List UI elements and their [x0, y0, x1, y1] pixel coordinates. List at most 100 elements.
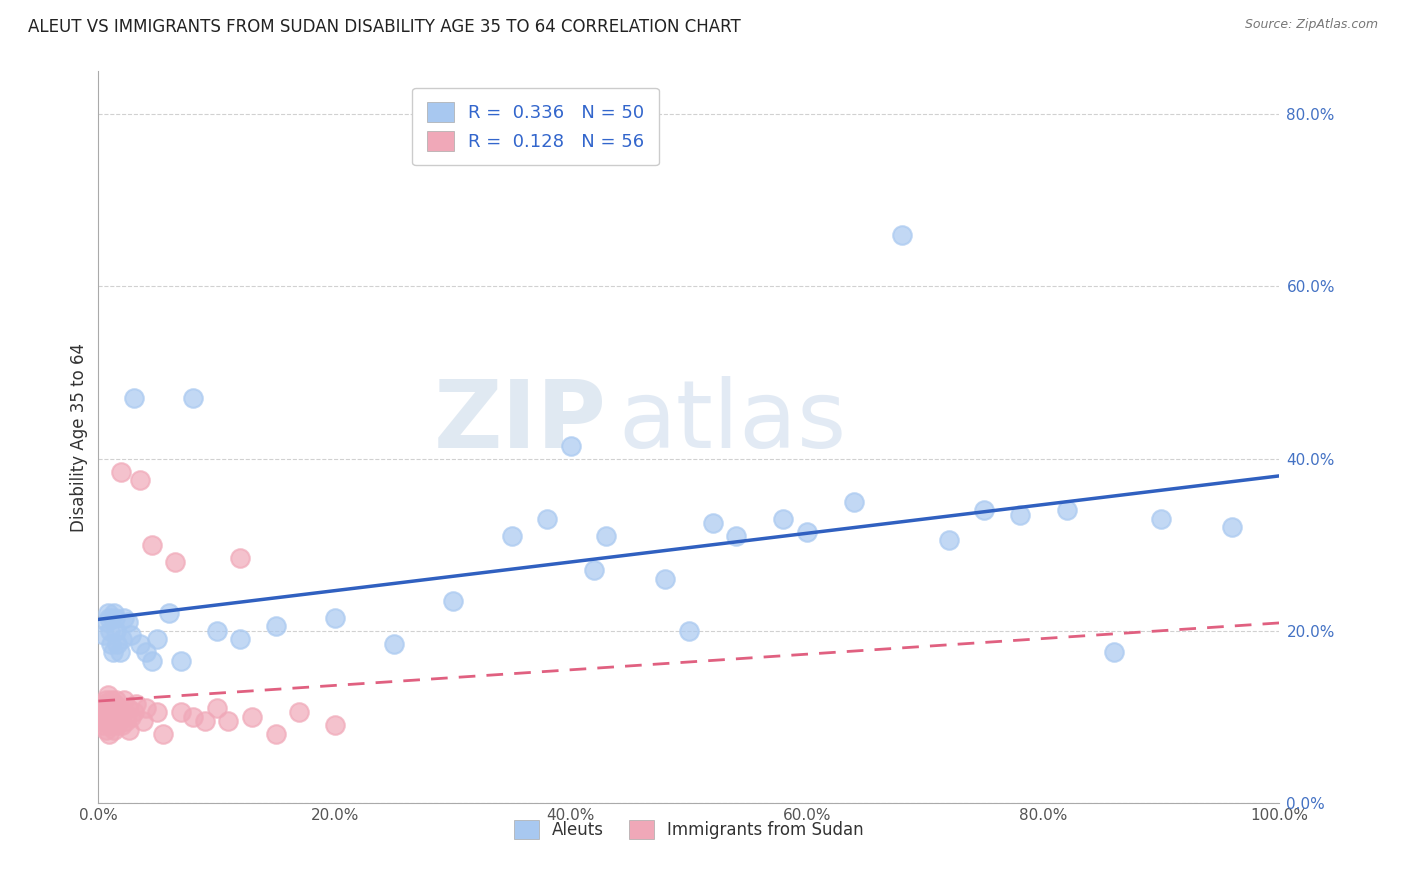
- Point: [110, 465, 132, 479]
- Point: [114, 714, 136, 728]
- Point: [152, 727, 174, 741]
- Point: [108, 710, 131, 724]
- Point: [288, 706, 311, 720]
- Point: [105, 637, 128, 651]
- Point: [217, 714, 239, 728]
- Point: [98, 624, 121, 638]
- Point: [105, 718, 128, 732]
- Point: [205, 701, 228, 715]
- Point: [121, 710, 143, 724]
- Text: Source: ZipAtlas.com: Source: ZipAtlas.com: [1244, 18, 1378, 31]
- Point: [1008, 508, 1031, 522]
- Point: [118, 723, 141, 737]
- Point: [122, 392, 145, 406]
- Point: [98, 697, 121, 711]
- Point: [108, 645, 131, 659]
- Point: [112, 692, 135, 706]
- Point: [96, 706, 118, 720]
- Point: [100, 637, 122, 651]
- Point: [157, 607, 180, 621]
- Point: [229, 550, 252, 565]
- Point: [181, 710, 204, 724]
- Point: [93, 697, 115, 711]
- Text: atlas: atlas: [619, 376, 846, 468]
- Point: [91, 701, 114, 715]
- Point: [125, 697, 148, 711]
- Legend: Aleuts, Immigrants from Sudan: Aleuts, Immigrants from Sudan: [508, 814, 870, 846]
- Point: [112, 611, 135, 625]
- Point: [181, 392, 204, 406]
- Y-axis label: Disability Age 35 to 64: Disability Age 35 to 64: [70, 343, 89, 532]
- Point: [264, 619, 287, 633]
- Point: [107, 701, 129, 715]
- Point: [105, 692, 128, 706]
- Point: [103, 723, 125, 737]
- Point: [103, 607, 125, 621]
- Point: [104, 611, 127, 625]
- Point: [240, 710, 263, 724]
- Point: [101, 701, 124, 715]
- Point: [583, 564, 606, 578]
- Point: [844, 494, 866, 508]
- Point: [796, 524, 818, 539]
- Point: [725, 529, 748, 543]
- Point: [101, 714, 124, 728]
- Point: [96, 714, 118, 728]
- Point: [128, 473, 150, 487]
- Point: [1102, 645, 1125, 659]
- Point: [1220, 520, 1243, 534]
- Point: [111, 718, 134, 732]
- Point: [103, 710, 125, 724]
- Point: [194, 714, 217, 728]
- Point: [94, 692, 117, 706]
- Point: [105, 624, 128, 638]
- Point: [146, 706, 169, 720]
- Point: [91, 718, 114, 732]
- Point: [112, 706, 135, 720]
- Point: [135, 645, 157, 659]
- Point: [170, 706, 193, 720]
- Point: [205, 624, 228, 638]
- Point: [101, 645, 124, 659]
- Point: [90, 706, 112, 720]
- Point: [121, 628, 143, 642]
- Point: [382, 637, 405, 651]
- Point: [536, 512, 558, 526]
- Point: [702, 516, 724, 530]
- Point: [135, 701, 157, 715]
- Point: [1150, 512, 1173, 526]
- Text: ZIP: ZIP: [433, 376, 606, 468]
- Point: [91, 714, 114, 728]
- Point: [93, 628, 115, 642]
- Point: [100, 706, 122, 720]
- Point: [100, 692, 122, 706]
- Point: [264, 727, 287, 741]
- Point: [97, 701, 120, 715]
- Point: [938, 533, 960, 548]
- Point: [93, 710, 115, 724]
- Point: [170, 654, 193, 668]
- Point: [146, 632, 169, 647]
- Point: [1056, 503, 1078, 517]
- Point: [97, 607, 120, 621]
- Point: [128, 637, 150, 651]
- Point: [501, 529, 523, 543]
- Point: [105, 706, 128, 720]
- Point: [98, 727, 121, 741]
- Point: [323, 718, 346, 732]
- Point: [98, 611, 121, 625]
- Point: [165, 555, 187, 569]
- Point: [117, 615, 139, 629]
- Point: [98, 718, 121, 732]
- Text: ALEUT VS IMMIGRANTS FROM SUDAN DISABILITY AGE 35 TO 64 CORRELATION CHART: ALEUT VS IMMIGRANTS FROM SUDAN DISABILIT…: [28, 18, 741, 36]
- Point: [132, 714, 155, 728]
- Point: [973, 503, 995, 517]
- Point: [141, 654, 163, 668]
- Point: [117, 701, 139, 715]
- Point: [323, 611, 346, 625]
- Point: [96, 615, 118, 629]
- Point: [441, 593, 464, 607]
- Point: [97, 688, 120, 702]
- Point: [122, 706, 145, 720]
- Point: [98, 710, 121, 724]
